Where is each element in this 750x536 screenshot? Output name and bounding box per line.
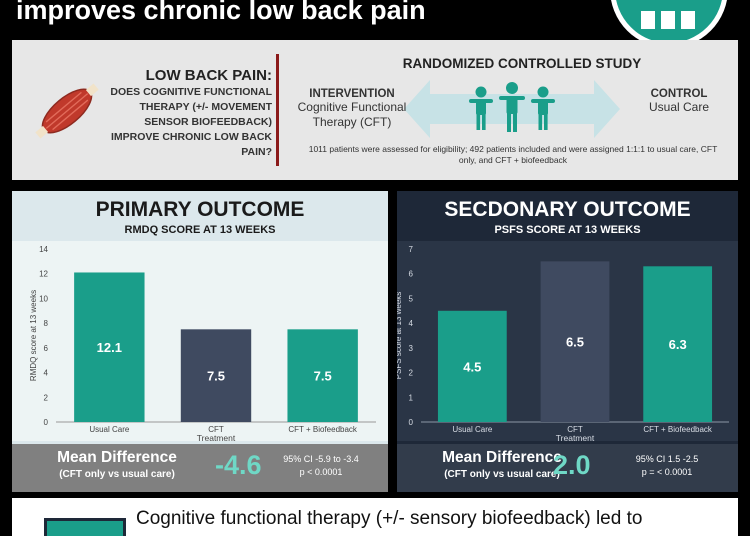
md-compare: (CFT only vs usual care) bbox=[59, 469, 175, 480]
conclusion-box: Cognitive functional therapy (+/- sensor… bbox=[12, 498, 738, 536]
md-title: Mean Difference bbox=[442, 449, 562, 466]
y-tick-label: 4 bbox=[44, 369, 49, 378]
secondary-mean-difference-bar: Mean Difference (CFT only vs usual care)… bbox=[397, 444, 738, 492]
bar bbox=[540, 261, 610, 422]
data-label: 4.5 bbox=[463, 359, 481, 374]
people-icon bbox=[469, 82, 555, 132]
bar bbox=[643, 266, 713, 422]
y-tick-label: 2 bbox=[44, 393, 49, 402]
muscle-icon bbox=[35, 83, 99, 139]
study-title: RANDOMIZED CONTROLLED STUDY bbox=[402, 56, 642, 71]
divider bbox=[276, 54, 279, 166]
primary-bar-chart: 0 2 4 6 8 10 12 14 RMDQ score at 13 weeks 12.1 Usu… bbox=[29, 245, 376, 441]
y-tick-label: 5 bbox=[409, 294, 414, 303]
primary-title: PRIMARY OUTCOME bbox=[95, 198, 305, 221]
conclusion-text: Cognitive functional therapy (+/- sensor… bbox=[136, 508, 643, 529]
intervention-group: INTERVENTION Cognitive Functional Therap… bbox=[284, 88, 420, 130]
bar bbox=[74, 272, 145, 422]
logo-glyph-icon bbox=[641, 11, 695, 29]
bar bbox=[287, 329, 358, 422]
primary-outcome-panel: PRIMARY OUTCOME RMDQ SCORE AT 13 WEEKS 0… bbox=[12, 191, 388, 492]
y-tick-label: 6 bbox=[44, 344, 49, 353]
y-tick-label: 12 bbox=[39, 270, 48, 279]
secondary-subtitle: PSFS SCORE AT 13 WEEKS bbox=[494, 224, 641, 236]
x-axis-label: Treatment bbox=[197, 433, 236, 441]
md-ci: 95% CI 1.5 -2.5 p = < 0.0001 bbox=[611, 453, 723, 479]
conclusion-icon bbox=[44, 518, 126, 536]
md-label: Mean Difference (CFT only vs usual care) bbox=[22, 448, 212, 482]
primary-mean-difference-bar: Mean Difference (CFT only vs usual care)… bbox=[12, 444, 388, 492]
primary-subtitle: RMDQ SCORE AT 13 WEEKS bbox=[124, 224, 276, 236]
y-tick-label: 1 bbox=[409, 393, 414, 402]
x-tick-label: Usual Care bbox=[452, 425, 493, 434]
control-group: CONTROL Usual Care bbox=[634, 88, 724, 115]
ci-text: 95% CI -5.9 to -3.4 bbox=[283, 454, 359, 464]
md-value: -4.6 bbox=[215, 450, 262, 480]
data-label: 12.1 bbox=[97, 340, 122, 355]
md-label: Mean Difference (CFT only vs usual care) bbox=[407, 448, 597, 482]
y-tick-label: 2 bbox=[409, 369, 414, 378]
data-label: 6.3 bbox=[669, 337, 687, 352]
data-label: 6.5 bbox=[566, 335, 584, 350]
bar bbox=[180, 329, 252, 422]
primary-chart-area: 0 2 4 6 8 10 12 14 RMDQ score at 13 weeks 12.1 Usu… bbox=[12, 241, 388, 441]
y-tick-label: 0 bbox=[409, 418, 414, 427]
intervention-label: INTERVENTION bbox=[309, 88, 395, 100]
question-heading: LOW BACK PAIN: bbox=[145, 67, 272, 84]
ci-text: 95% CI 1.5 -2.5 bbox=[635, 454, 699, 464]
y-axis-label: RMDQ score at 13 weeks bbox=[29, 290, 38, 381]
y-tick-label: 10 bbox=[39, 294, 48, 303]
x-tick-label: CFT + Biofeedback bbox=[288, 425, 358, 434]
study-note: 1011 patients were assessed for eligibil… bbox=[308, 144, 718, 165]
md-title: Mean Difference bbox=[57, 449, 177, 466]
x-tick-label: CFT + Biofeedback bbox=[643, 425, 713, 434]
data-label: 7.5 bbox=[207, 369, 225, 384]
y-tick-label: 0 bbox=[44, 418, 49, 427]
x-axis-label: Treatment bbox=[556, 433, 595, 441]
p-value: p = < 0.0001 bbox=[641, 467, 693, 477]
md-value: 2.0 bbox=[553, 450, 591, 480]
y-tick-label: 3 bbox=[409, 344, 414, 353]
data-label: 7.5 bbox=[314, 369, 332, 384]
secondary-chart-area: 0 1 2 3 4 5 6 7 PSFS score at 13 weeks 4.5 Usual C… bbox=[397, 241, 738, 441]
study-question: LOW BACK PAIN: DOES COGNITIVE FUNCTIONAL… bbox=[100, 66, 272, 160]
y-tick-label: 14 bbox=[39, 245, 48, 254]
secondary-title: SECDONARY OUTCOME bbox=[444, 198, 691, 221]
control-desc: Usual Care bbox=[648, 100, 710, 114]
secondary-bar-chart: 0 1 2 3 4 5 6 7 PSFS score at 13 weeks 4.5 Usual C… bbox=[397, 245, 729, 441]
x-tick-label: CFT bbox=[208, 425, 224, 434]
control-label: CONTROL bbox=[650, 88, 708, 100]
page-title: improves chronic low back pain bbox=[16, 0, 426, 25]
md-ci: 95% CI -5.9 to -3.4 p < 0.0001 bbox=[274, 453, 368, 479]
question-body: DOES COGNITIVE FUNCTIONAL THERAPY (+/- M… bbox=[110, 86, 272, 158]
intervention-desc: Cognitive Functional Therapy (CFT) bbox=[297, 100, 407, 129]
y-tick-label: 6 bbox=[409, 270, 414, 279]
y-axis-label: PSFS score at 13 weeks bbox=[397, 292, 403, 380]
p-value: p < 0.0001 bbox=[299, 467, 343, 477]
md-compare: (CFT only vs usual care) bbox=[444, 469, 560, 480]
secondary-outcome-panel: SECDONARY OUTCOME PSFS SCORE AT 13 WEEKS… bbox=[397, 191, 738, 492]
x-tick-label: Usual Care bbox=[89, 425, 130, 434]
y-tick-label: 8 bbox=[44, 319, 49, 328]
study-panel: LOW BACK PAIN: DOES COGNITIVE FUNCTIONAL… bbox=[12, 40, 738, 180]
x-tick-label: CFT bbox=[567, 425, 583, 434]
bar bbox=[437, 310, 507, 422]
y-tick-label: 4 bbox=[409, 319, 414, 328]
y-tick-label: 7 bbox=[409, 245, 414, 254]
